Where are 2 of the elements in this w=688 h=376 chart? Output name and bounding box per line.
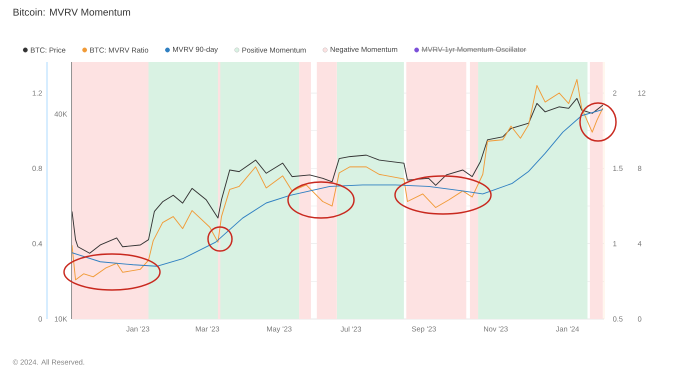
- chart-title: Bitcoin: MVRV Momentum: [14, 8, 130, 16]
- line-series: [72, 79, 604, 280]
